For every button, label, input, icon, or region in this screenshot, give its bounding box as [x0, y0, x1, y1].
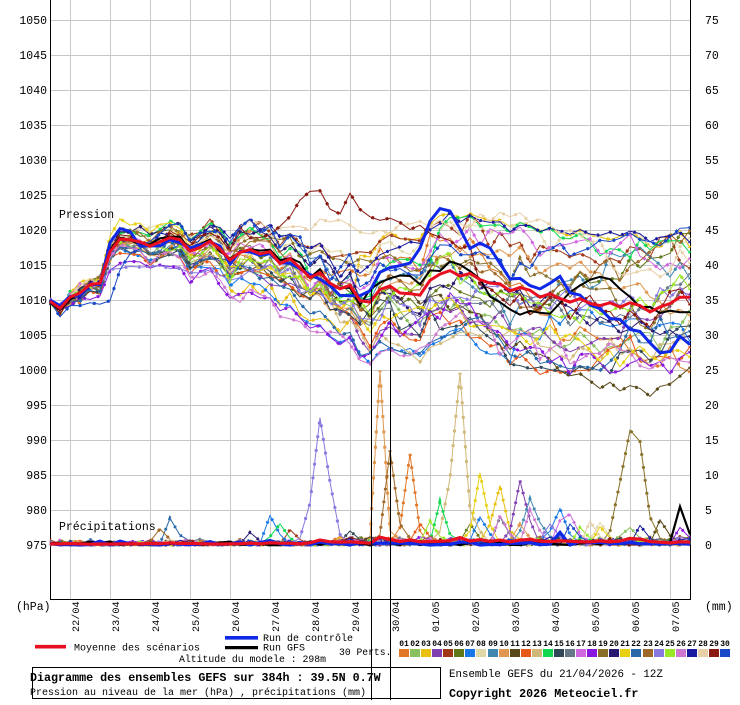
svg-text:Précipitations: Précipitations: [59, 521, 156, 534]
svg-text:45: 45: [705, 225, 719, 238]
svg-text:Pression: Pression: [59, 209, 114, 222]
svg-text:14: 14: [543, 640, 553, 649]
svg-text:15: 15: [705, 435, 719, 448]
svg-text:995: 995: [26, 400, 47, 413]
svg-text:1025: 1025: [19, 190, 47, 203]
svg-text:12: 12: [521, 640, 531, 649]
svg-text:23: 23: [643, 640, 653, 649]
svg-text:975: 975: [26, 540, 47, 553]
svg-text:1040: 1040: [19, 85, 47, 98]
svg-text:28: 28: [698, 640, 708, 649]
svg-text:29: 29: [709, 640, 719, 649]
svg-text:21: 21: [620, 640, 630, 649]
svg-text:1035: 1035: [19, 120, 47, 133]
svg-text:07/05: 07/05: [671, 601, 683, 632]
svg-text:29/04: 29/04: [351, 601, 363, 632]
svg-text:Run de contrôle: Run de contrôle: [263, 633, 353, 645]
svg-text:Copyright 2026 Meteociel.fr: Copyright 2026 Meteociel.fr: [449, 687, 638, 700]
svg-text:18: 18: [587, 640, 597, 649]
svg-text:02/05: 02/05: [471, 601, 483, 632]
svg-text:01: 01: [399, 640, 409, 649]
svg-text:40: 40: [705, 260, 719, 273]
svg-text:1005: 1005: [19, 330, 47, 343]
svg-text:05/05: 05/05: [591, 601, 603, 632]
svg-text:25: 25: [705, 365, 719, 378]
svg-text:55: 55: [705, 155, 719, 168]
svg-text:1020: 1020: [19, 225, 47, 238]
svg-text:50: 50: [705, 190, 719, 203]
svg-text:Moyenne des scénarios: Moyenne des scénarios: [74, 643, 200, 655]
svg-text:30/04: 30/04: [391, 601, 403, 632]
svg-text:03: 03: [421, 640, 431, 649]
svg-text:1015: 1015: [19, 260, 47, 273]
svg-text:10: 10: [705, 470, 719, 483]
svg-text:30: 30: [720, 640, 730, 649]
svg-text:20: 20: [609, 640, 619, 649]
svg-text:09: 09: [488, 640, 498, 649]
svg-text:60: 60: [705, 120, 719, 133]
svg-text:980: 980: [26, 505, 47, 518]
svg-text:19: 19: [598, 640, 608, 649]
svg-text:03/05: 03/05: [511, 601, 523, 632]
svg-text:Pression au niveau de la mer (: Pression au niveau de la mer (hPa) , pré…: [30, 687, 366, 699]
svg-text:985: 985: [26, 470, 47, 483]
svg-text:5: 5: [705, 505, 712, 518]
svg-text:22: 22: [631, 640, 641, 649]
svg-text:24/04: 24/04: [151, 601, 163, 632]
svg-text:05: 05: [443, 640, 453, 649]
svg-text:15: 15: [554, 640, 564, 649]
svg-text:22/04: 22/04: [71, 601, 83, 632]
svg-text:990: 990: [26, 435, 47, 448]
svg-text:07: 07: [465, 640, 475, 649]
svg-text:1050: 1050: [19, 15, 47, 28]
svg-text:17: 17: [576, 640, 586, 649]
svg-text:26/04: 26/04: [231, 601, 243, 632]
svg-text:26: 26: [676, 640, 686, 649]
svg-text:25: 25: [665, 640, 675, 649]
svg-text:04/05: 04/05: [551, 601, 563, 632]
svg-text:06: 06: [454, 640, 464, 649]
svg-text:1000: 1000: [19, 365, 47, 378]
svg-text:(mm): (mm): [705, 601, 733, 614]
svg-text:28/04: 28/04: [311, 601, 323, 632]
svg-text:25/04: 25/04: [191, 601, 203, 632]
svg-text:11: 11: [510, 640, 520, 649]
svg-text:1030: 1030: [19, 155, 47, 168]
svg-text:0: 0: [705, 540, 712, 553]
svg-text:75: 75: [705, 15, 719, 28]
svg-text:65: 65: [705, 85, 719, 98]
svg-text:1010: 1010: [19, 295, 47, 308]
svg-text:70: 70: [705, 50, 719, 63]
svg-text:24: 24: [654, 640, 664, 649]
svg-text:02: 02: [410, 640, 420, 649]
svg-text:06/05: 06/05: [631, 601, 643, 632]
svg-text:13: 13: [532, 640, 542, 649]
svg-text:23/04: 23/04: [111, 601, 123, 632]
svg-text:27: 27: [687, 640, 697, 649]
svg-text:16: 16: [565, 640, 575, 649]
svg-text:Altitude du modele : 298m: Altitude du modele : 298m: [179, 654, 326, 665]
svg-text:01/05: 01/05: [431, 601, 443, 632]
svg-text:(hPa): (hPa): [16, 601, 51, 614]
svg-text:27/04: 27/04: [271, 601, 283, 632]
svg-text:35: 35: [705, 295, 719, 308]
svg-text:30: 30: [705, 330, 719, 343]
svg-text:10: 10: [499, 640, 509, 649]
svg-text:20: 20: [705, 400, 719, 413]
svg-text:Diagramme des ensembles GEFS s: Diagramme des ensembles GEFS sur 384h : …: [30, 671, 382, 685]
svg-text:Ensemble GEFS du 21/04/2026 -: Ensemble GEFS du 21/04/2026 - 12Z: [449, 669, 663, 681]
svg-text:1045: 1045: [19, 50, 47, 63]
svg-text:08: 08: [476, 640, 486, 649]
svg-text:04: 04: [432, 640, 442, 649]
svg-text:Run GFS: Run GFS: [263, 644, 305, 655]
svg-text:30 Perts.: 30 Perts.: [339, 647, 391, 658]
